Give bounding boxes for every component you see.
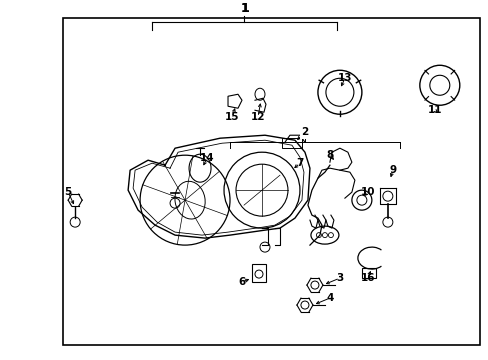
- Text: 4: 4: [325, 293, 333, 303]
- Text: 9: 9: [388, 165, 396, 175]
- Text: 12: 12: [250, 112, 264, 122]
- Text: 16: 16: [360, 273, 374, 283]
- Text: 1: 1: [240, 2, 248, 15]
- Text: 11: 11: [427, 105, 441, 115]
- Polygon shape: [227, 94, 242, 108]
- Text: 15: 15: [224, 112, 239, 122]
- Bar: [282, 138, 301, 148]
- Text: 5: 5: [64, 187, 72, 197]
- Text: 2: 2: [301, 127, 308, 137]
- Text: 7: 7: [296, 158, 303, 168]
- Bar: [63, 18, 479, 345]
- Bar: [251, 264, 265, 282]
- Text: 6: 6: [238, 277, 245, 287]
- Bar: [361, 268, 375, 278]
- Text: 8: 8: [325, 150, 333, 160]
- Text: 2: 2: [301, 127, 308, 137]
- Text: 13: 13: [337, 73, 351, 83]
- Text: 1: 1: [240, 2, 248, 15]
- Text: 14: 14: [199, 153, 214, 163]
- Text: 3: 3: [336, 273, 343, 283]
- Text: 10: 10: [360, 187, 374, 197]
